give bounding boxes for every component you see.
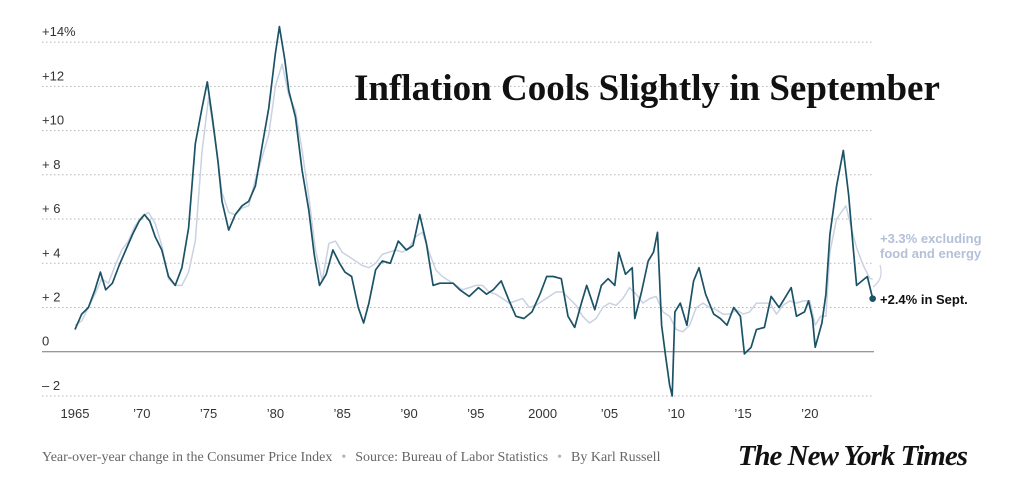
- footer-separator: •: [557, 450, 563, 465]
- x-tick-label: ’90: [400, 406, 417, 421]
- x-tick-label: 1965: [61, 406, 90, 421]
- y-tick-label: +10: [42, 113, 64, 128]
- core-annotation-line1: +3.3% excluding: [880, 231, 982, 246]
- footer-separator: •: [341, 450, 347, 465]
- x-tick-label: ’20: [801, 406, 818, 421]
- all-items-end-point: [869, 295, 876, 302]
- series-lines: [74, 25, 874, 397]
- all-items-annotation: +2.4% in Sept.: [880, 292, 968, 307]
- x-tick-label: ’70: [133, 406, 150, 421]
- footer-description: Year-over-year change in the Consumer Pr…: [42, 450, 333, 465]
- x-tick-label: ’75: [200, 406, 217, 421]
- y-tick-label: + 6: [42, 201, 60, 216]
- y-tick-label: + 2: [42, 289, 60, 304]
- y-tick-label: – 2: [42, 378, 60, 393]
- all-items-line: [74, 25, 874, 397]
- x-tick-label: 2000: [528, 406, 557, 421]
- x-tick-label: ’95: [467, 406, 484, 421]
- x-tick-label: ’05: [601, 406, 618, 421]
- chart-title: Inflation Cools Slightly in September: [354, 68, 940, 109]
- y-tick-label: +12: [42, 68, 64, 83]
- x-tick-label: ’80: [267, 406, 284, 421]
- x-tick-label: ’15: [734, 406, 751, 421]
- y-tick-label: + 8: [42, 157, 60, 172]
- y-axis-ticks: +14% +12 +10 + 8 + 6 + 4 + 2 0 – 2: [42, 24, 76, 393]
- core-annotation-leader: [872, 264, 882, 288]
- core-annotation-line2: food and energy: [880, 246, 982, 261]
- y-gridlines: [42, 41, 874, 397]
- nyt-logo: The New York Times: [737, 440, 968, 472]
- x-tick-label: ’10: [668, 406, 685, 421]
- footer-byline: By Karl Russell: [571, 450, 661, 465]
- x-axis-ticks: 1965 ’70 ’75 ’80 ’85 ’90 ’95 2000 ’05 ’10 ’15 ’20: [61, 406, 819, 421]
- chart-footer: Year-over-year change in the Consumer Pr…: [42, 450, 660, 466]
- footer-source: Source: Bureau of Labor Statistics: [355, 450, 549, 465]
- y-tick-label: +14%: [42, 24, 76, 39]
- y-tick-label: + 4: [42, 245, 60, 260]
- y-tick-label: 0: [42, 334, 49, 349]
- x-tick-label: ’85: [334, 406, 351, 421]
